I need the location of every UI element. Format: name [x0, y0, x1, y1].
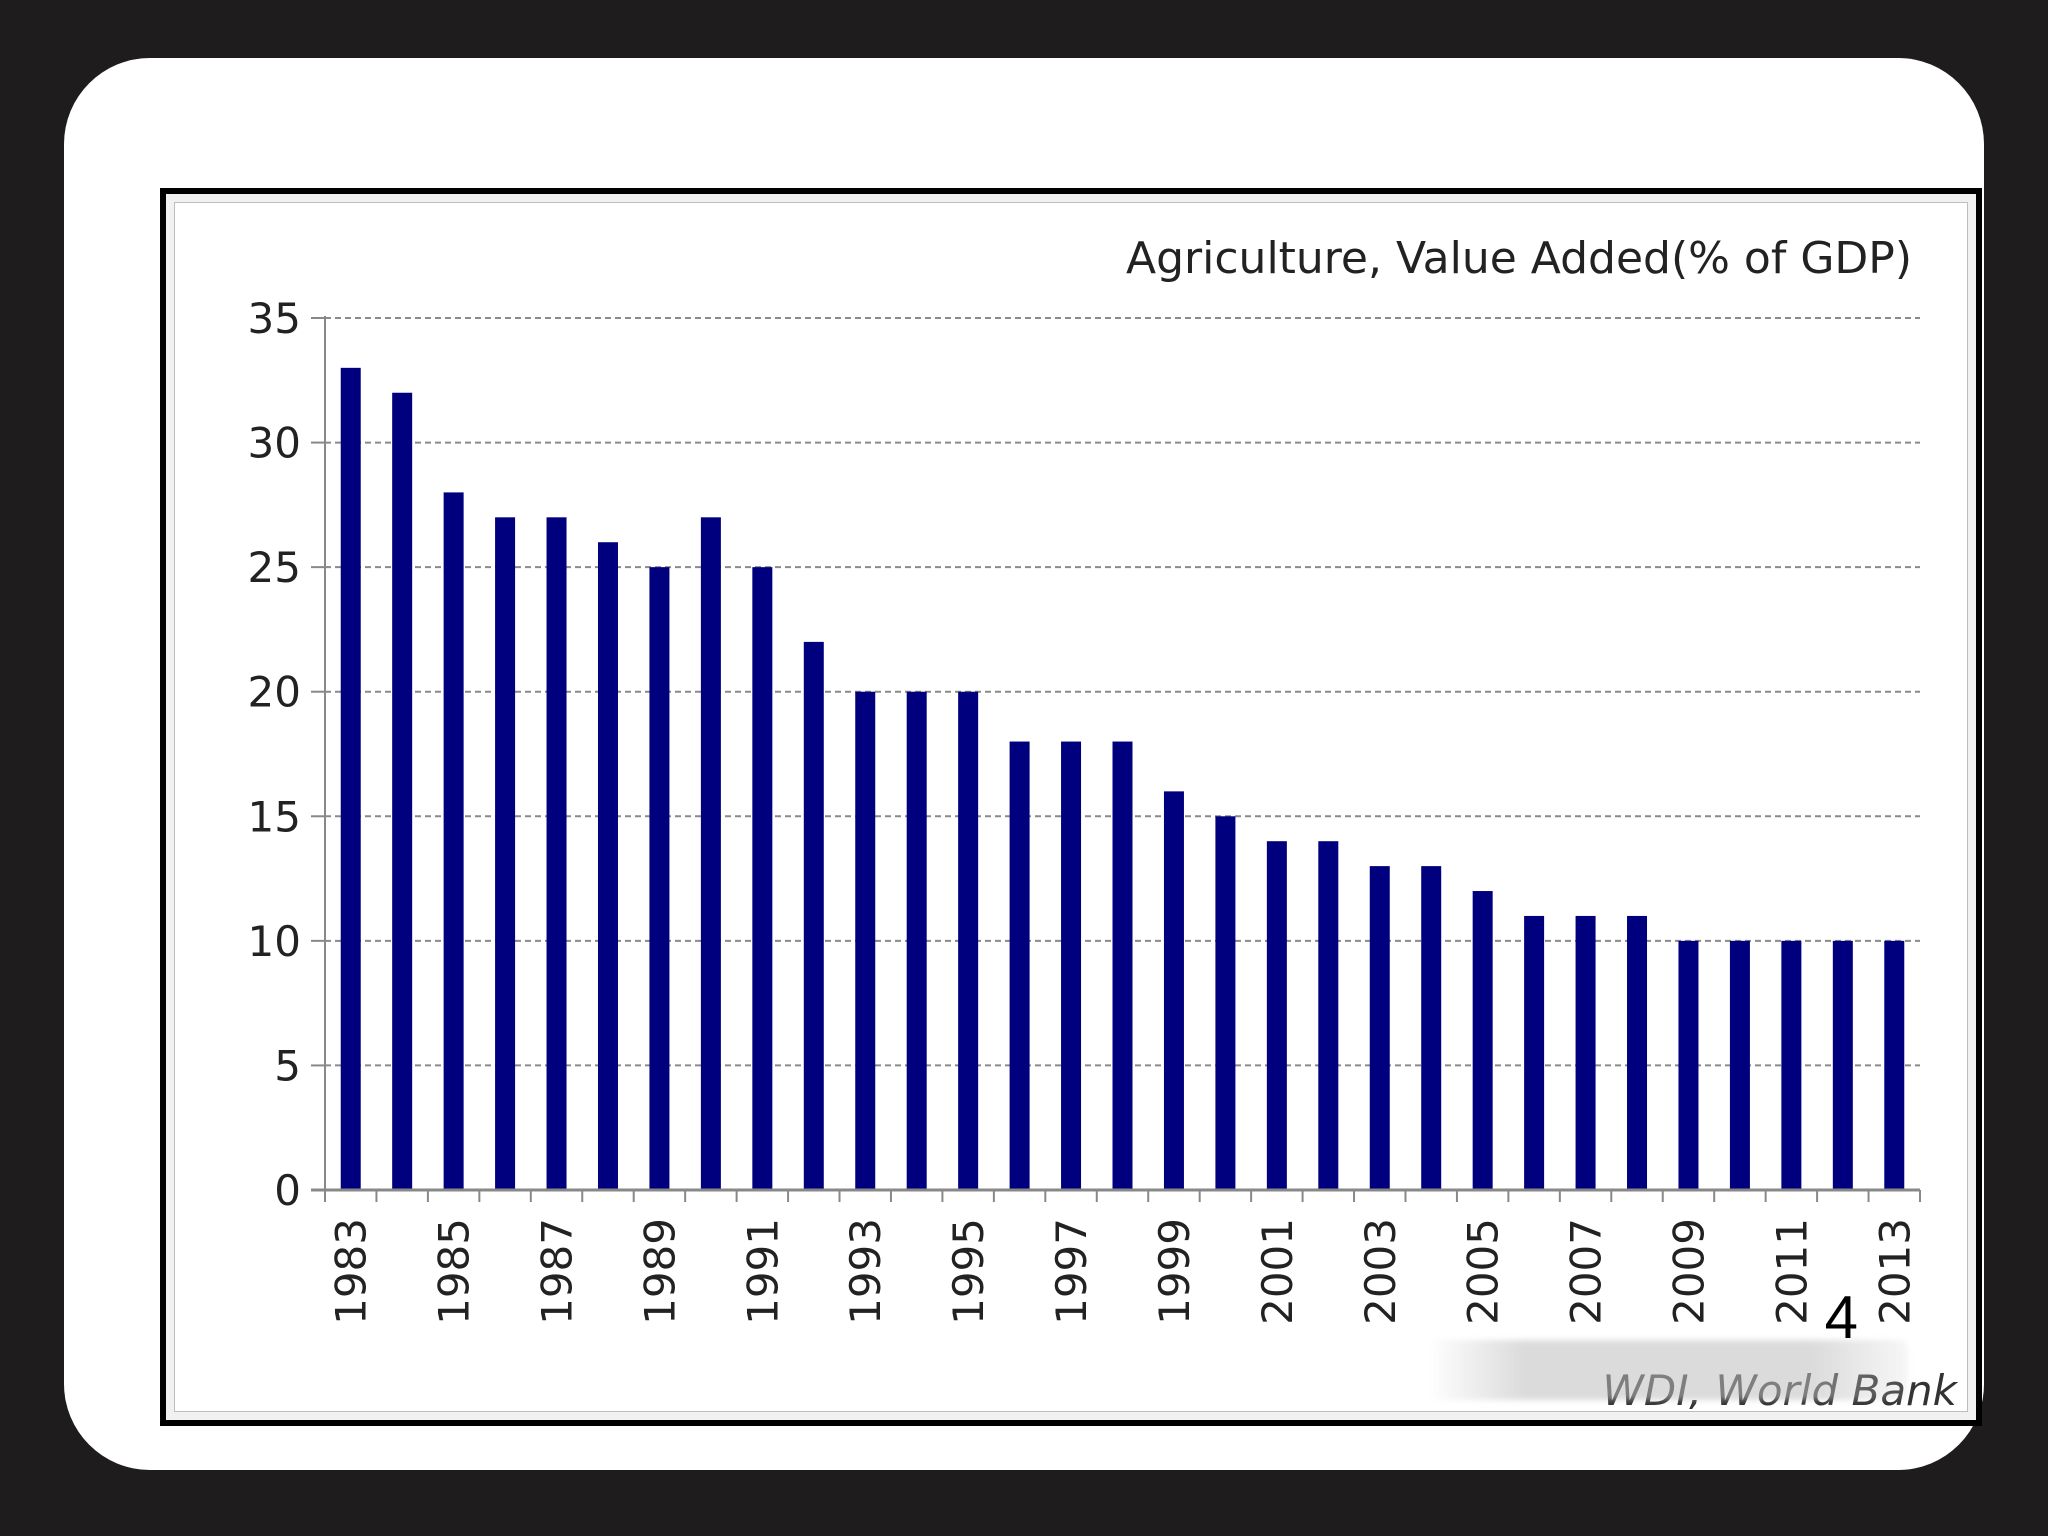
y-tick-labels: 0 5 10 15 20 25 30 35: [248, 294, 301, 1215]
y-tick-label: 35: [248, 294, 301, 343]
bar-1988: [597, 542, 618, 1190]
bar-2011: [1781, 940, 1802, 1190]
bar-2008: [1627, 915, 1648, 1190]
x-tick-label: 1995: [944, 1218, 993, 1325]
y-tick-label: 15: [248, 792, 301, 841]
bar-1997: [1061, 741, 1082, 1190]
x-tick-label: 1991: [738, 1218, 787, 1325]
bar-1986: [495, 517, 516, 1190]
x-tick-label: 1987: [533, 1218, 582, 1325]
x-tick-labels: 1983 1985 1987 1989 1991 1993 1995 1997 1999 2001…: [327, 1218, 1920, 1325]
bar-2007: [1575, 915, 1596, 1190]
watermark: [1428, 1340, 1908, 1400]
x-tick-label: 1983: [327, 1218, 376, 1325]
x-tick-label: 2013: [1870, 1218, 1919, 1325]
bar-2005: [1472, 891, 1493, 1190]
bar-2012: [1832, 940, 1853, 1190]
chart-area: Agriculture, Value Added(% of GDP) 0 5 10 1…: [174, 202, 1968, 1412]
x-tick-label: 1993: [841, 1218, 890, 1325]
axes: [311, 316, 1921, 1202]
x-tick-label: 1989: [635, 1218, 684, 1325]
bar-1991: [752, 567, 773, 1190]
x-tick-label: 2003: [1356, 1218, 1405, 1325]
bar-1993: [855, 691, 876, 1190]
x-tick-label: 1997: [1047, 1218, 1096, 1325]
bar-2003: [1369, 866, 1390, 1190]
gridlines: [325, 317, 1920, 1067]
y-tick-label: 30: [248, 419, 301, 468]
chart-title: Agriculture, Value Added(% of GDP): [1126, 233, 1912, 284]
y-tick-label: 10: [248, 917, 301, 966]
bar-1999: [1163, 791, 1184, 1190]
bar-1985: [443, 492, 464, 1190]
bar-1983: [340, 367, 361, 1190]
y-tick-label: 25: [248, 543, 301, 592]
bar-1987: [546, 517, 567, 1190]
bar-1995: [958, 691, 979, 1190]
x-tick-label: 1999: [1150, 1218, 1199, 1325]
bar-1994: [906, 691, 927, 1190]
x-tick-label: 1985: [430, 1218, 479, 1325]
bar-2010: [1729, 940, 1750, 1190]
slide: Agriculture, Value Added(% of GDP) 0 5 10 1…: [64, 58, 1984, 1470]
bar-2000: [1215, 816, 1236, 1190]
x-tick-label: 2001: [1253, 1218, 1302, 1325]
bar-2004: [1421, 866, 1442, 1190]
bar-1989: [649, 567, 670, 1190]
bar-2002: [1318, 841, 1339, 1190]
bar-1990: [700, 517, 721, 1190]
y-tick-label: 5: [274, 1041, 301, 1090]
y-tick-label: 0: [274, 1166, 301, 1215]
x-tick-label: 2007: [1562, 1218, 1611, 1325]
bar-1996: [1009, 741, 1030, 1190]
bar-1998: [1112, 741, 1133, 1190]
bar-1992: [803, 641, 824, 1190]
bar-2009: [1678, 940, 1699, 1190]
y-tick-label: 20: [248, 668, 301, 717]
x-tick-label: 2005: [1459, 1218, 1508, 1325]
x-tick-label: 2011: [1767, 1218, 1816, 1325]
bar-2006: [1524, 915, 1545, 1190]
bar-1984: [392, 392, 413, 1190]
x-tick-label: 2009: [1664, 1218, 1713, 1325]
bar-chart: Agriculture, Value Added(% of GDP) 0 5 10 1…: [248, 233, 1959, 1409]
chart-frame: Agriculture, Value Added(% of GDP) 0 5 10 1…: [160, 188, 1982, 1426]
page-number: 4: [1824, 1284, 1858, 1351]
bars: [340, 367, 1905, 1190]
bar-2001: [1266, 841, 1287, 1190]
bar-2013: [1884, 940, 1905, 1190]
